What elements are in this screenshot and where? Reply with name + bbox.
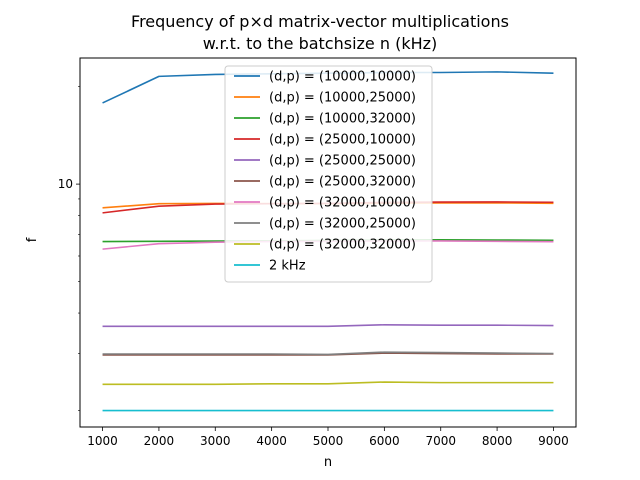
legend-label: (d,p) = (10000,25000) [269,91,416,106]
plot-lines [102,71,554,412]
legend-box [224,65,433,283]
x-tick-label: 5000 [313,434,344,448]
legend-label: (d,p) = (10000,32000) [269,112,416,127]
x-tick-label: 2000 [144,434,175,448]
y-tick-label: 10 [58,177,73,191]
y-axis-ticks: 10 [58,86,80,411]
y-axis-label: f [25,237,40,242]
series-line-4 [102,323,554,328]
x-tick-label: 4000 [256,434,287,448]
legend-label: 2 kHz [269,259,306,274]
chart-subtitle: w.r.t. to the batchsize n (kHz) [203,34,438,53]
x-tick-label: 7000 [425,434,456,448]
legend-label: (d,p) = (32000,32000) [269,238,416,253]
chart-title: Frequency of p×d matrix-vector multiplic… [131,12,509,31]
x-axis-ticks: 1000 2000 3000 4000 5000 6000 7000 8000 9000 [87,427,569,448]
x-tick-label: 6000 [369,434,400,448]
x-tick-label: 3000 [200,434,231,448]
x-axis-label: n [324,455,332,470]
x-tick-label: 9000 [538,434,569,448]
legend-label: (d,p) = (25000,10000) [269,133,416,148]
legend-label: (d,p) = (32000,10000) [269,196,416,211]
plot-frame [79,57,577,428]
x-tick-label: 1000 [87,434,118,448]
x-tick-label: 8000 [482,434,513,448]
legend-label: (d,p) = (32000,25000) [269,217,416,232]
series-line-8 [102,381,554,386]
legend-label: (d,p) = (10000,10000) [269,70,416,85]
legend: (d,p) = (10000,10000) (d,p) = (10000,2500… [224,65,433,283]
legend-label: (d,p) = (25000,32000) [269,175,416,190]
legend-label: (d,p) = (25000,25000) [269,154,416,169]
series-line-7 [102,351,554,356]
